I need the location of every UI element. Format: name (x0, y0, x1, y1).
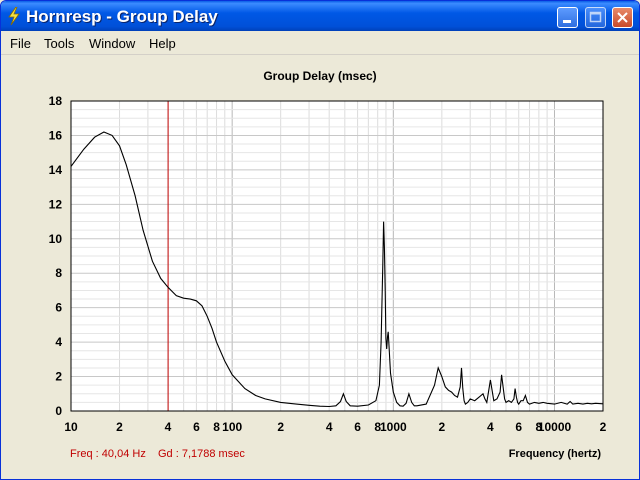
maximize-icon (589, 11, 602, 23)
group-delay-readout: Gd : 7,1788 msec (158, 448, 245, 460)
chart-title: Group Delay (msec) (263, 69, 377, 83)
x-tick-label: 6 (193, 420, 200, 434)
x-tick-label: 2 (277, 420, 284, 434)
close-icon (617, 12, 628, 23)
x-tick-label: 2 (438, 420, 445, 434)
close-button[interactable] (612, 7, 633, 28)
plot-frame (70, 100, 604, 412)
y-tick-label: 8 (55, 266, 62, 280)
y-tick-label: 12 (49, 197, 63, 211)
menu-help[interactable]: Help (149, 36, 176, 51)
x-tick-label: 2 (600, 420, 607, 434)
y-tick-label: 14 (49, 163, 63, 177)
x-tick-label: 6 (515, 420, 522, 434)
menu-tools[interactable]: Tools (44, 36, 75, 51)
x-tick-label: 10000 (538, 420, 572, 434)
x-tick-label: 8 (536, 420, 543, 434)
window-title: Hornresp - Group Delay (26, 7, 218, 26)
y-tick-label: 4 (55, 335, 62, 349)
x-tick-label: 10 (64, 420, 78, 434)
minimize-icon (563, 20, 571, 23)
y-tick-label: 2 (55, 370, 62, 384)
menu-file[interactable]: File (10, 36, 31, 51)
x-axis-label: Frequency (hertz) (508, 448, 601, 460)
y-tick-label: 0 (55, 404, 62, 418)
x-tick-label: 8 (213, 420, 220, 434)
menu-bar: File Tools Window Help (1, 32, 639, 54)
x-tick-label: 4 (487, 420, 494, 434)
x-tick-label: 2 (116, 420, 123, 434)
y-tick-label: 18 (49, 94, 63, 108)
lightning-bolt-icon (8, 7, 20, 25)
frequency-readout: Freq : 40,04 Hz (70, 448, 146, 460)
group-delay-curve (70, 131, 604, 408)
y-tick-label: 10 (49, 232, 63, 246)
x-tick-label: 4 (165, 420, 172, 434)
x-tick-label: 8 (374, 420, 381, 434)
maximize-button[interactable] (585, 7, 606, 28)
x-tick-label: 1000 (380, 420, 407, 434)
minimize-button[interactable] (557, 7, 578, 28)
x-tick-label: 4 (326, 420, 333, 434)
menu-window[interactable]: Window (89, 36, 136, 51)
y-tick-label: 6 (55, 301, 62, 315)
title-bar[interactable]: Hornresp - Group Delay (1, 1, 639, 31)
x-tick-label: 100 (222, 420, 242, 434)
y-tick-label: 16 (49, 128, 63, 142)
y-axis-ticks: 0 2 4 6 8 10 12 14 16 18 (49, 94, 63, 418)
x-tick-label: 6 (354, 420, 361, 434)
